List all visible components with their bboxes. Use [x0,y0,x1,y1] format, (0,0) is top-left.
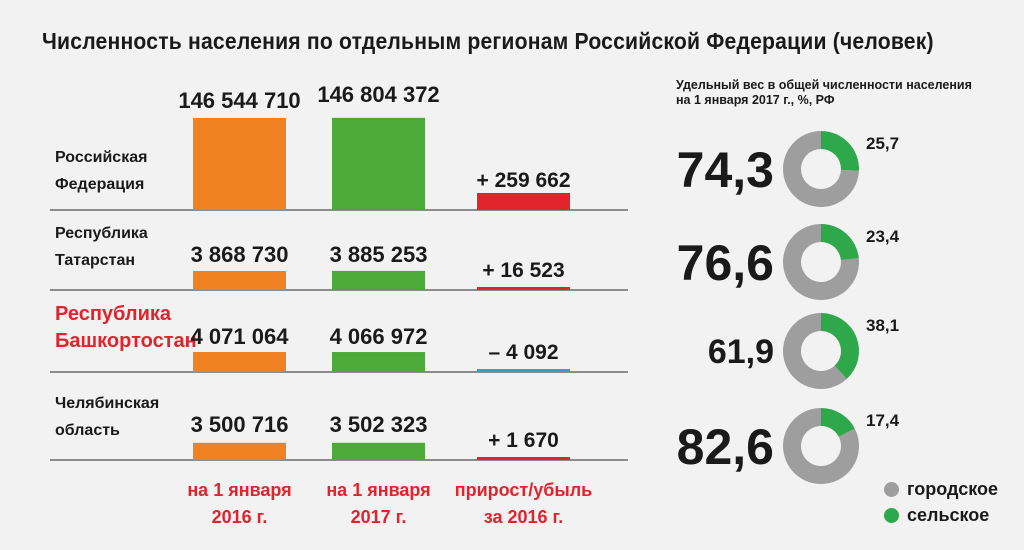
delta-label-rf: + 259 662 [476,169,570,192]
category-label-chelyabinsk-line-1: Челябинская [55,395,159,412]
donut-slice-urban-chelyabinsk [782,408,860,484]
value-label-2016-bashkortostan: 4 071 064 [191,324,290,349]
value-label-2017-chelyabinsk: 3 502 323 [330,412,428,437]
category-label-tatarstan-line-2: Татарстан [55,252,135,269]
value-label-2016-tatarstan: 3 868 730 [191,242,289,267]
column-label-3-line-1: прирост/убыль [455,480,593,500]
column-label-2-line-2: 2017 г. [351,507,407,527]
bar-2017-rf [332,117,425,210]
bar-2016-bashkortostan [193,352,286,372]
bar-2017-tatarstan [332,270,425,290]
value-label-2016-rf: 146 544 710 [178,88,300,113]
bar-2016-rf [193,118,286,210]
category-label-bashkortostan-line-2: Башкортостан [55,330,197,352]
donut-rural-value-chelyabinsk: 17,4 [866,411,900,430]
legend-item-urban: городское [884,476,998,502]
donut-slice-rural-tatarstan [821,224,859,260]
bar-2017-bashkortostan [332,352,425,372]
delta-bar-bashkortostan [477,369,570,372]
delta-bar-tatarstan [477,287,570,290]
delta-bar-rf [477,193,570,210]
donut-subtitle: Удельный вес в общей численности населен… [676,78,996,108]
legend-item-rural: сельское [884,502,998,528]
donut-slice-urban-bashkortostan [783,313,847,389]
donut-rural-value-bashkortostan: 38,1 [866,316,899,335]
donut-slice-urban-rf [782,131,859,208]
donut-urban-value-chelyabinsk: 82,6 [677,419,774,475]
legend: городское сельское [884,476,998,528]
column-label-1-line-2: 2016 г. [212,507,268,527]
donut-slice-rural-chelyabinsk [821,408,855,437]
category-label-rf-line-1: Российская [55,149,147,166]
legend-swatch-urban [884,481,899,497]
category-label-bashkortostan-line-1: Республика [55,303,172,325]
value-label-2016-chelyabinsk: 3 500 716 [191,412,289,437]
delta-label-tatarstan: + 16 523 [482,259,564,282]
category-label-tatarstan-line-1: Республика [55,225,148,242]
value-label-2017-tatarstan: 3 885 253 [330,242,428,267]
bar-2016-chelyabinsk [193,442,286,460]
donut-urban-value-rf: 74,3 [677,142,774,198]
donut-slice-rural-bashkortostan [821,313,860,379]
delta-label-chelyabinsk: + 1 670 [488,429,559,452]
donut-urban-value-tatarstan: 76,6 [677,235,774,291]
column-label-1-line-1: на 1 января [187,480,291,500]
category-label-chelyabinsk-line-2: область [55,422,120,439]
delta-bar-chelyabinsk [477,457,570,460]
donut-subtitle-line-2: на 1 января 2017 г., %, РФ [676,93,835,107]
legend-label-rural: сельское [907,504,990,525]
category-label-rf-line-2: Федерация [55,176,144,193]
donut-subtitle-line-1: Удельный вес в общей численности населен… [676,78,972,92]
donut-slice-rural-rf [821,131,859,171]
value-label-2017-rf: 146 804 372 [317,82,439,107]
value-label-2017-bashkortostan: 4 066 972 [330,324,428,349]
legend-swatch-rural [884,507,899,523]
donut-rural-value-rf: 25,7 [866,134,899,153]
donut-urban-value-bashkortostan: 61,9 [708,333,774,371]
legend-label-urban: городское [907,478,998,499]
chart-title: Численность населения по отдельным регио… [42,28,934,54]
donut-slice-urban-tatarstan [783,224,859,300]
column-label-2-line-1: на 1 января [326,480,430,500]
bar-2017-chelyabinsk [332,442,425,460]
delta-label-bashkortostan: – 4 092 [488,341,558,364]
bar-2016-tatarstan [193,270,286,290]
donut-rural-value-tatarstan: 23,4 [866,227,900,246]
column-label-3-line-2: за 2016 г. [484,507,563,527]
